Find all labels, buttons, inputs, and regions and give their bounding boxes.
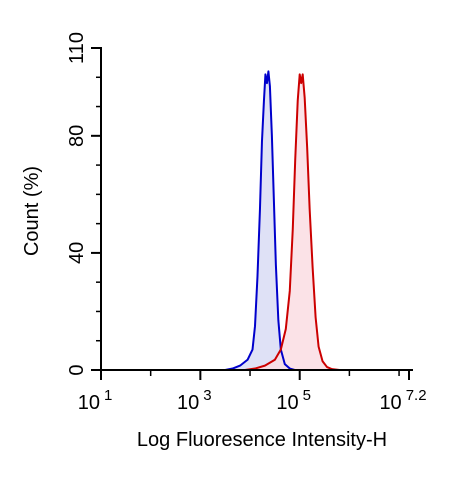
x-tick-exponent: 3 bbox=[203, 387, 211, 404]
series-1-area bbox=[101, 74, 360, 370]
x-tick-base: 10 bbox=[78, 392, 100, 414]
y-tick-label: 0 bbox=[66, 364, 88, 375]
x-tick-label: 10 5 bbox=[276, 387, 311, 414]
x-tick-label: 10 3 bbox=[177, 387, 212, 414]
ticks-layer bbox=[91, 47, 410, 380]
x-tick-label: 10 1 bbox=[78, 387, 113, 414]
y-tick-label: 40 bbox=[66, 242, 88, 264]
y-axis-title: Count (%) bbox=[21, 166, 43, 256]
x-tick-exponent: 7.2 bbox=[406, 387, 427, 404]
x-tick-label: 10 7.2 bbox=[379, 387, 426, 414]
x-tick-base: 10 bbox=[379, 392, 401, 414]
x-tick-base: 10 bbox=[177, 392, 199, 414]
x-tick-base: 10 bbox=[276, 392, 298, 414]
series-layer bbox=[101, 70, 360, 371]
x-tick-exponent: 1 bbox=[104, 387, 112, 404]
x-tick-exponent: 5 bbox=[303, 387, 311, 404]
x-axis-title: Log Fluoresence Intensity-H bbox=[137, 429, 387, 451]
y-tick-label: 80 bbox=[66, 125, 88, 147]
series-1-line bbox=[101, 73, 360, 371]
y-tick-label: 110 bbox=[66, 32, 88, 64]
series-0-line bbox=[190, 70, 310, 371]
